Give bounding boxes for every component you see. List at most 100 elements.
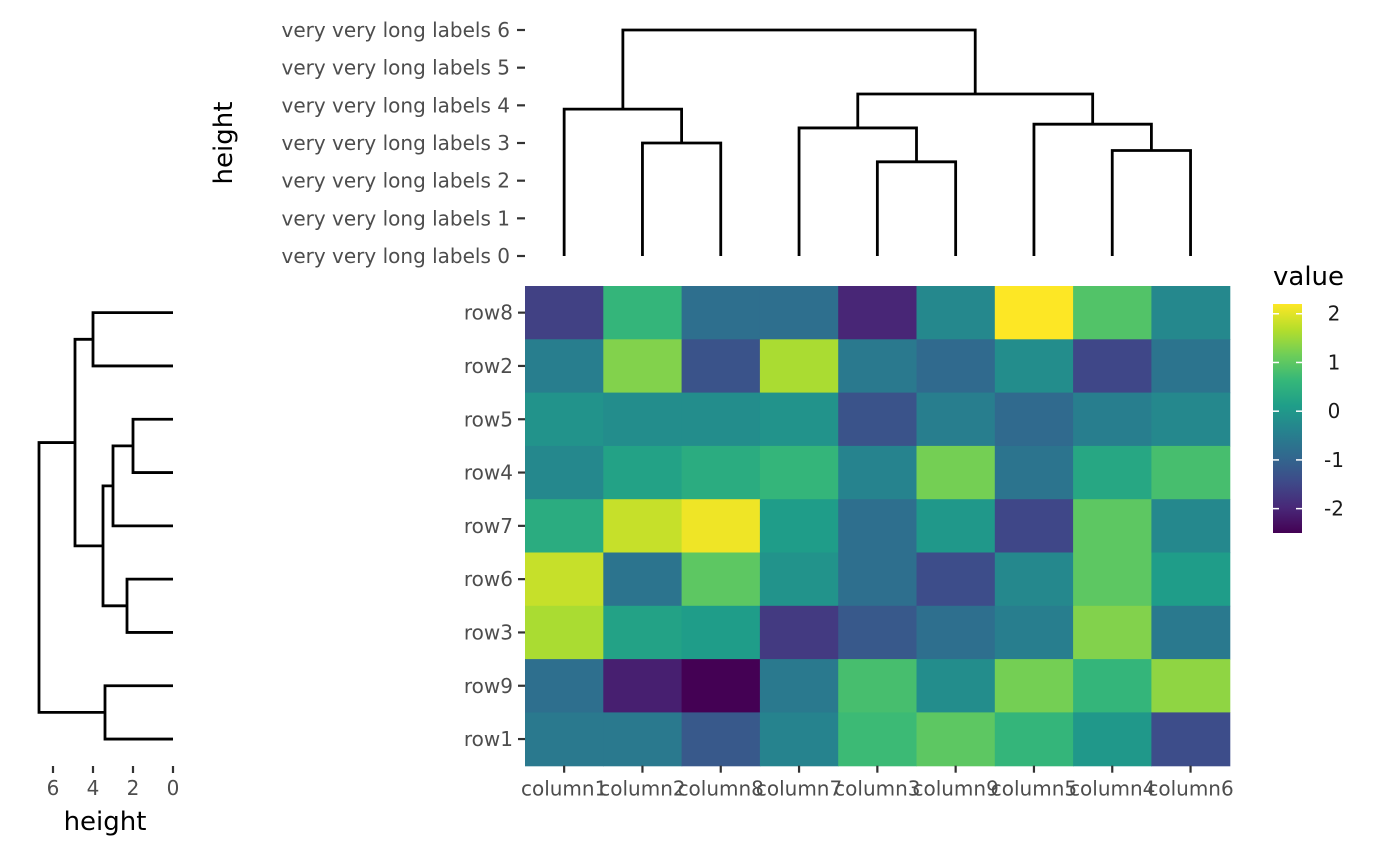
column-dendrogram-branch <box>621 28 977 110</box>
heat-cell-row3-column4 <box>1073 605 1152 660</box>
column-tick-label: column8 <box>678 777 764 801</box>
row-dendrogram-branch <box>73 337 103 548</box>
heat-cell-row9-column4 <box>1073 659 1152 713</box>
heat-cell-row9-column3 <box>838 659 918 713</box>
heat-cell-row3-column5 <box>994 605 1074 660</box>
column-dendrogram-tick-label: very very long labels 0 <box>281 244 510 268</box>
heat-cell-row6-column4 <box>1073 552 1152 607</box>
heat-cell-row1-column7 <box>759 712 839 767</box>
heat-cell-row4-column8 <box>681 445 761 500</box>
heat-cell-row6-column9 <box>916 552 996 607</box>
column-dendrogram-tick-label: very very long labels 4 <box>281 93 510 117</box>
row-dendrogram-tick-label: 4 <box>87 776 100 800</box>
column-dendrogram-branch <box>875 160 958 256</box>
column-tick-label: column1 <box>521 777 607 801</box>
column-dendrogram-tick-label: very very long labels 6 <box>281 18 510 42</box>
legend-tick-label: -2 <box>1324 497 1344 521</box>
heat-cell-row4-column7 <box>759 445 839 500</box>
legend-title: value <box>1273 262 1344 292</box>
heat-cell-row3-column3 <box>838 605 918 660</box>
heatmap-row-axis: row8 row2 row5 row4 row7 row6 row3 row9 row1 <box>464 301 525 751</box>
row-tick-label: row3 <box>464 620 513 644</box>
heat-cell-row7-column6 <box>1151 499 1231 554</box>
heat-cell-row9-column7 <box>759 659 839 713</box>
heat-cell-row4-column6 <box>1151 445 1231 500</box>
row-dendrogram-branch <box>101 484 127 608</box>
column-dendrogram-branch <box>641 141 723 256</box>
row-tick-label: row1 <box>464 727 513 751</box>
heat-cell-row8-column7 <box>759 286 839 340</box>
heat-cell-row4-column4 <box>1073 445 1152 500</box>
legend-colorbar <box>1273 304 1302 533</box>
heat-cell-row1-column5 <box>994 712 1074 767</box>
heat-cell-row7-column4 <box>1073 499 1152 554</box>
row-dendrogram-tick-label: 6 <box>47 776 60 800</box>
column-dendrogram-tick-label: very very long labels 1 <box>281 206 510 230</box>
column-tick-label: column2 <box>599 777 685 801</box>
heat-cell-row8-column3 <box>838 286 918 340</box>
heat-cell-row5-column8 <box>681 392 761 447</box>
heat-cell-row2-column9 <box>916 339 996 394</box>
row-tick-label: row2 <box>464 354 513 378</box>
legend-ticks: 2 1 0 -1 -2 <box>1273 302 1344 521</box>
heat-cell-row8-column5 <box>994 286 1074 340</box>
row-dendrogram-axis: 6 4 2 0 <box>47 766 180 800</box>
heat-cell-row8-column4 <box>1073 286 1152 340</box>
heat-cell-row7-column3 <box>838 499 918 554</box>
heat-cell-row2-column1 <box>525 339 604 394</box>
heat-cell-row1-column8 <box>681 712 761 767</box>
heat-cell-row5-column7 <box>759 392 839 447</box>
heat-cell-row5-column6 <box>1151 392 1231 447</box>
heat-cell-row6-column2 <box>603 552 683 607</box>
heat-cell-row6-column7 <box>759 552 839 607</box>
column-dendrogram-axis: very very long labels 6 very very long la… <box>281 18 525 268</box>
heat-cell-row3-column1 <box>525 605 604 660</box>
column-dendrogram <box>562 28 1192 256</box>
heat-cell-row6-column1 <box>525 552 604 607</box>
column-tick-label: column4 <box>1069 777 1155 801</box>
color-legend: value 2 1 0 -1 -2 <box>1273 262 1344 533</box>
heat-cell-row9-column2 <box>603 659 683 713</box>
heat-cell-row2-column2 <box>603 339 683 394</box>
row-dendrogram-branch <box>103 684 173 741</box>
heat-cell-row7-column9 <box>916 499 996 554</box>
row-dendrogram-axis-title: height <box>64 807 147 837</box>
row-dendrogram-branch <box>111 444 173 528</box>
heat-cell-row2-column8 <box>681 339 761 394</box>
column-dendrogram-branch <box>797 126 918 256</box>
heat-cell-row7-column7 <box>759 499 839 554</box>
column-dendrogram-branch <box>1032 122 1153 256</box>
heat-cell-row3-column7 <box>759 605 839 660</box>
row-dendrogram-tick-label: 0 <box>167 776 180 800</box>
heat-cell-row3-column8 <box>681 605 761 660</box>
heat-cell-row9-column5 <box>994 659 1074 713</box>
legend-tick-label: 0 <box>1328 399 1341 423</box>
row-tick-label: row7 <box>464 514 513 538</box>
row-dendrogram-branch <box>131 417 173 474</box>
column-dendrogram-tick-label: very very long labels 5 <box>281 56 510 80</box>
heat-cell-row1-column3 <box>838 712 918 767</box>
heat-cell-row9-column1 <box>525 659 604 713</box>
heat-cell-row9-column9 <box>916 659 996 713</box>
column-dendrogram-axis-title: height <box>209 102 239 185</box>
heat-cell-row7-column1 <box>525 499 604 554</box>
heat-cell-row6-column6 <box>1151 552 1231 607</box>
row-tick-label: row9 <box>464 674 513 698</box>
column-dendrogram-branch <box>1110 149 1192 256</box>
heat-cell-row5-column4 <box>1073 392 1152 447</box>
heat-cell-row1-column2 <box>603 712 683 767</box>
legend-tick-label: -1 <box>1324 448 1344 472</box>
heat-cell-row2-column3 <box>838 339 918 394</box>
heat-cell-row7-column5 <box>994 499 1074 554</box>
column-dendrogram-branch <box>562 107 683 256</box>
row-dendrogram-branch <box>91 311 173 368</box>
heatmap-column-axis: column1column2column8column7column3colum… <box>521 765 1234 801</box>
heat-cell-row1-column1 <box>525 712 604 767</box>
heat-cell-row1-column9 <box>916 712 996 767</box>
heat-cell-row5-column2 <box>603 392 683 447</box>
heat-cell-row4-column9 <box>916 445 996 500</box>
row-dendrogram-branch <box>125 577 173 634</box>
heat-cell-row6-column8 <box>681 552 761 607</box>
row-tick-label: row5 <box>464 407 513 431</box>
